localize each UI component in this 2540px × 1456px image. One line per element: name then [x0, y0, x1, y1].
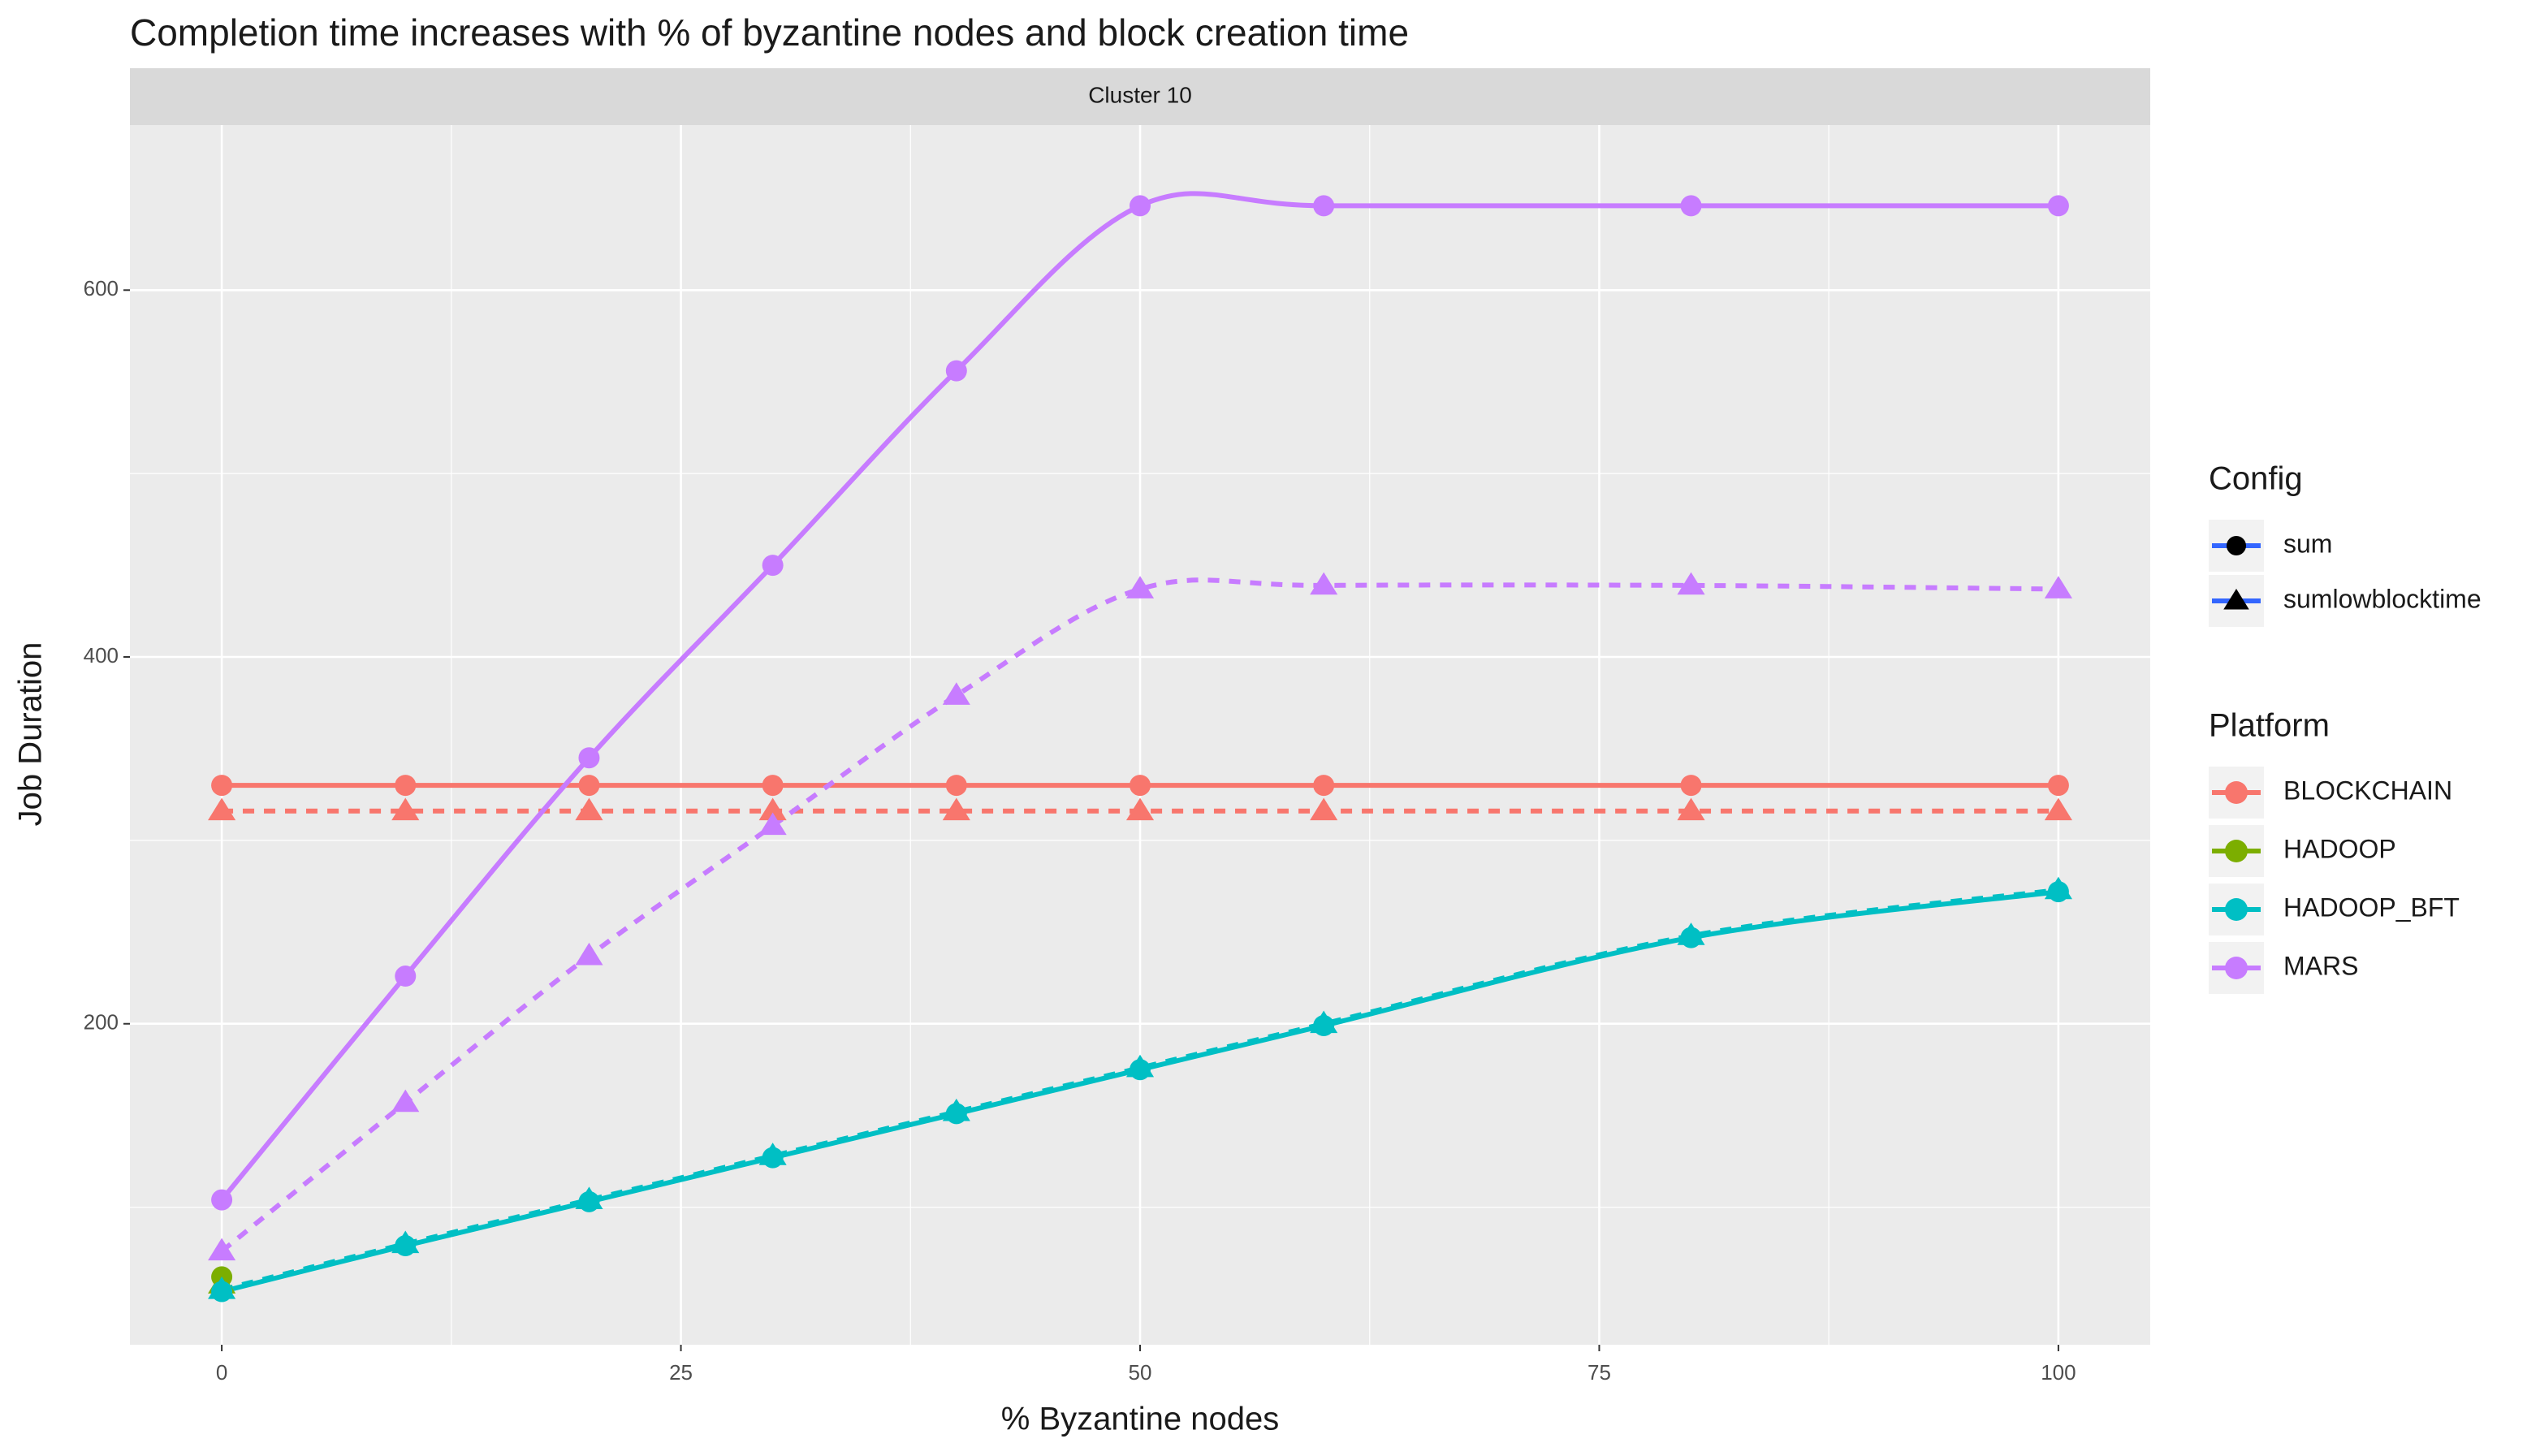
y-axis-title: Job Duration	[13, 642, 49, 827]
facet-label: Cluster 10	[1088, 82, 1192, 107]
data-point	[2047, 775, 2069, 797]
data-point	[1125, 797, 1155, 821]
data-point	[211, 775, 233, 797]
series-line	[221, 889, 2059, 1294]
y-tick-label: 400	[84, 643, 119, 668]
legend-key-shape	[2225, 957, 2248, 979]
data-point	[208, 797, 236, 821]
data-point	[1125, 1054, 1155, 1078]
legend-label: sum	[2283, 529, 2332, 558]
data-point	[942, 797, 970, 821]
data-point	[1125, 576, 1155, 598]
data-point	[1680, 775, 1702, 797]
data-point	[762, 555, 784, 577]
data-point	[758, 797, 787, 821]
y-tick-label: 600	[84, 276, 119, 300]
x-tick-label: 25	[669, 1360, 693, 1385]
data-point	[391, 797, 420, 821]
data-point	[578, 747, 600, 769]
data-point	[2047, 195, 2069, 217]
x-tick-label: 50	[1129, 1360, 1152, 1385]
legend-title: Platform	[2209, 708, 2330, 744]
data-point	[575, 797, 603, 821]
legend-label: BLOCKCHAIN	[2283, 776, 2452, 805]
data-point	[1313, 195, 1335, 217]
legend-key-shape	[2225, 781, 2248, 804]
data-point	[578, 775, 600, 797]
data-point	[942, 682, 970, 705]
legend-label: HADOOP	[2283, 834, 2396, 863]
data-point	[395, 775, 417, 797]
legend-label: MARS	[2283, 951, 2358, 980]
legend-title: Config	[2209, 461, 2303, 497]
data-point	[1310, 797, 1338, 821]
data-point	[1130, 195, 1151, 217]
data-point	[945, 360, 967, 382]
legend-key-shape	[2227, 536, 2246, 555]
data-point	[208, 1276, 236, 1299]
data-point	[208, 1238, 236, 1261]
legend-key-shape	[2225, 898, 2248, 921]
chart-title: Completion time increases with % of byza…	[130, 11, 1409, 54]
data-point	[1680, 195, 1702, 217]
data-point	[391, 1089, 420, 1113]
x-tick-label: 100	[2041, 1360, 2076, 1385]
data-point	[1130, 775, 1151, 797]
data-point	[395, 966, 417, 987]
data-point	[391, 1230, 420, 1254]
legend-key-shape	[2223, 589, 2249, 610]
data-point	[211, 1189, 233, 1211]
data-point	[1310, 572, 1338, 595]
x-axis-title: % Byzantine nodes	[1001, 1402, 1279, 1437]
facet-strip	[130, 68, 2150, 125]
data-point	[575, 1186, 603, 1209]
data-point	[1677, 572, 1705, 595]
series-line	[220, 577, 2058, 1254]
data-point	[1677, 797, 1705, 821]
data-point	[762, 775, 784, 797]
legend-label: HADOOP_BFT	[2283, 892, 2460, 922]
data-point	[575, 942, 603, 966]
data-point	[1310, 1010, 1338, 1034]
data-point	[2044, 576, 2072, 598]
data-point	[758, 812, 787, 836]
x-tick-label: 0	[216, 1360, 227, 1385]
data-point	[1313, 775, 1335, 797]
data-point	[945, 775, 967, 797]
data-point	[942, 1098, 970, 1121]
legend-key-shape	[2225, 840, 2248, 862]
data-point	[758, 1143, 787, 1165]
data-point	[2044, 876, 2072, 900]
data-point	[2044, 797, 2072, 821]
data-point	[1677, 922, 1705, 945]
x-tick-label: 75	[1588, 1360, 1611, 1385]
legend-label: sumlowblocktime	[2283, 584, 2482, 613]
y-tick-label: 200	[84, 1010, 119, 1035]
